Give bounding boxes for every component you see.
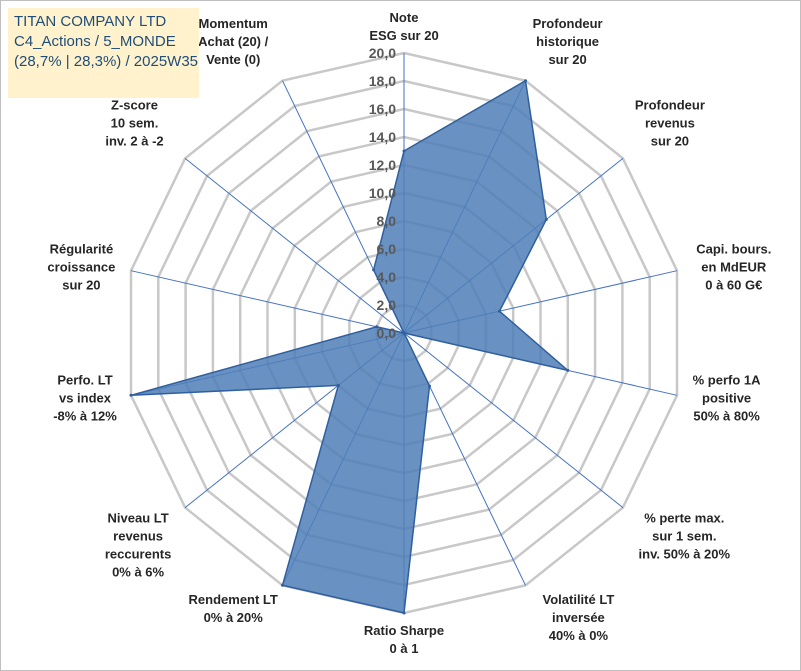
spoke-12 — [184, 158, 405, 334]
data-point-6 — [428, 384, 431, 388]
data-point-0 — [402, 149, 406, 153]
axis-label-8-line-1: 0% à 20% — [204, 610, 264, 625]
axis-label-1-line-2: sur 20 — [548, 52, 586, 67]
spoke-5 — [403, 332, 624, 508]
tick-label-10: 20,0 — [369, 45, 396, 61]
axis-label-13-line-0: Momentum — [199, 16, 268, 31]
tick-label-7: 14,0 — [369, 129, 396, 145]
tick-label-2: 4,0 — [377, 269, 397, 285]
axis-label-10-line-2: -8% à 12% — [53, 408, 117, 423]
axis-label-11-line-0: Régularité — [50, 242, 114, 257]
axis-label-5-line-1: sur 1 sem. — [652, 528, 716, 543]
axis-label-5-line-0: % perte max. — [644, 510, 724, 525]
axis-label-0-line-1: ESG sur 20 — [369, 28, 438, 43]
data-point-3 — [498, 309, 501, 313]
data-point-10 — [129, 393, 133, 397]
axis-label-3-line-2: 0 à 60 G€ — [705, 278, 762, 293]
tick-label-9: 18,0 — [369, 73, 396, 89]
axis-label-10-line-1: vs index — [59, 390, 112, 405]
axis-label-13-line-2: Vente (0) — [206, 52, 260, 67]
axis-label-3-line-0: Capi. bours. — [696, 242, 771, 257]
axis-label-6-line-1: inversée — [552, 610, 605, 625]
data-point-4 — [566, 368, 570, 372]
axis-label-9-line-2: reccurents — [105, 546, 171, 561]
axis-label-13-line-1: Achat (20) / — [198, 34, 268, 49]
axis-label-0-line-0: Note — [390, 10, 419, 25]
axis-label-11-line-1: croissance — [47, 260, 115, 275]
tick-label-4: 8,0 — [377, 213, 397, 229]
axis-label-12-line-2: inv. 2 à -2 — [105, 134, 163, 149]
tick-label-3: 6,0 — [377, 241, 397, 257]
axis-label-12-line-0: Z-score — [111, 98, 158, 113]
chart-title-period: (28,7% | 28,3%) / 2025W35 — [14, 53, 198, 70]
tick-label-1: 2,0 — [377, 297, 397, 313]
axis-label-4-line-1: positive — [702, 390, 751, 405]
data-point-1 — [524, 79, 527, 83]
axis-label-9-line-3: 0% à 6% — [112, 564, 164, 579]
tick-label-8: 16,0 — [369, 101, 396, 117]
axis-label-3-line-1: en MdEUR — [701, 260, 767, 275]
axis-label-12-line-1: 10 sem. — [111, 116, 159, 131]
axis-label-7-line-0: Ratio Sharpe — [364, 623, 444, 638]
axis-label-2-line-0: Profondeur — [635, 98, 705, 113]
axis-label-1-line-1: historique — [536, 34, 599, 49]
axis-label-7-line-1: 0 à 1 — [390, 641, 419, 656]
tick-label-5: 10,0 — [369, 185, 396, 201]
axis-label-8-line-0: Rendement LT — [189, 592, 278, 607]
axis-label-9-line-0: Niveau LT — [108, 510, 169, 525]
axis-label-10-line-0: Perfo. LT — [57, 372, 112, 387]
axis-label-11-line-2: sur 20 — [62, 278, 100, 293]
axis-label-1-line-0: Profondeur — [533, 16, 603, 31]
data-point-11 — [375, 325, 379, 329]
data-point-8 — [281, 583, 284, 587]
axis-label-2-line-2: sur 20 — [651, 134, 689, 149]
chart-title-box: TITAN COMPANY LTD C4_Actions / 5_MONDE (… — [8, 8, 199, 98]
tick-label-6: 12,0 — [369, 157, 396, 173]
data-point-2 — [544, 218, 548, 221]
axis-label-6-line-0: Volatilité LT — [543, 592, 615, 607]
axis-label-2-line-1: revenus — [645, 116, 695, 131]
data-point-13 — [372, 268, 376, 272]
axis-label-4-line-2: 50% à 80% — [693, 408, 760, 423]
spoke-11 — [130, 270, 405, 334]
data-point-9 — [336, 383, 340, 387]
data-point-7 — [402, 611, 406, 615]
data-point-12 — [402, 331, 406, 335]
axis-label-4-line-0: % perfo 1A — [693, 372, 762, 387]
chart-title-category: C4_Actions / 5_MONDE — [14, 33, 176, 50]
axis-label-9-line-1: revenus — [113, 528, 163, 543]
tick-label-0: 0,0 — [377, 325, 397, 341]
chart-title-company: TITAN COMPANY LTD — [14, 13, 167, 30]
axis-label-5-line-2: inv. 50% à 20% — [639, 546, 731, 561]
axis-label-6-line-2: 40% à 0% — [549, 628, 609, 643]
